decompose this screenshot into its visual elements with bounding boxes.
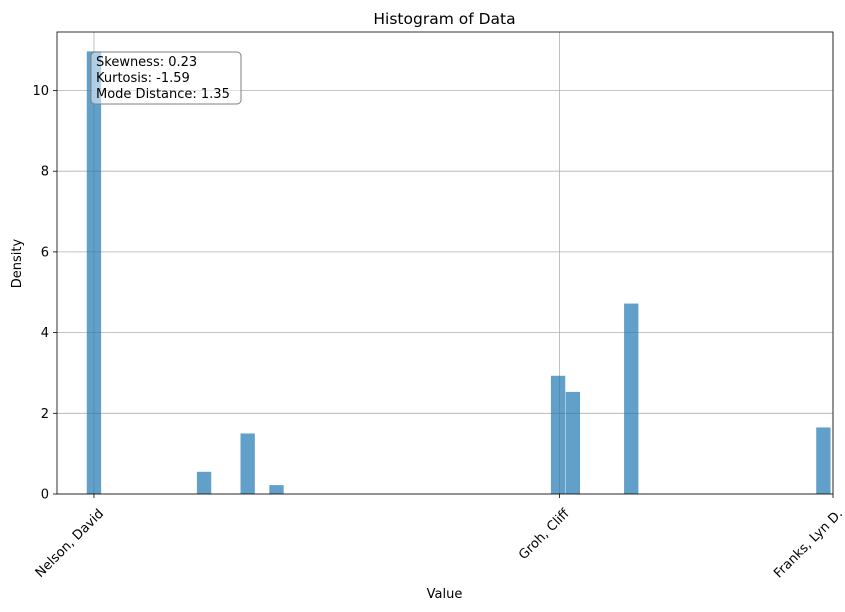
x-tick-label: Groh, Cliff — [516, 506, 573, 563]
x-axis-label: Value — [427, 587, 463, 602]
bars — [86, 51, 831, 495]
annotation-kurtosis: Kurtosis: -1.59 — [96, 71, 190, 86]
y-tick-label: 6 — [41, 245, 49, 260]
histogram-bar — [565, 391, 581, 494]
y-tick-label: 2 — [41, 407, 49, 422]
plot-frame — [56, 31, 834, 495]
y-tick-label: 8 — [41, 165, 49, 180]
x-tick-label: Franks, Lyn D. — [771, 506, 845, 581]
histogram-bar — [269, 485, 284, 494]
histogram-bar — [550, 375, 566, 494]
annotation-mode-distance: Mode Distance: 1.35 — [96, 87, 230, 102]
histogram-bar — [196, 471, 212, 494]
chart-title: Histogram of Data — [373, 10, 515, 28]
y-tick-label: 0 — [41, 488, 49, 503]
y-tick-label: 4 — [41, 326, 49, 341]
histogram-bar — [624, 303, 639, 494]
y-axis-label: Density — [10, 238, 25, 288]
axes-frame — [56, 31, 834, 495]
stats-annotation: Skewness: 0.23 Kurtosis: -1.59 Mode Dist… — [90, 51, 242, 105]
x-tick-label: Nelson, David — [33, 506, 107, 580]
x-ticks: Nelson, David Groh, Cliff Franks, Lyn D. — [33, 494, 845, 581]
annotation-box — [90, 51, 242, 105]
annotation-skewness: Skewness: 0.23 — [96, 55, 197, 70]
histogram-bar — [240, 433, 255, 494]
y-tick-label: 10 — [32, 84, 49, 99]
histogram-bar — [86, 51, 102, 495]
histogram-bar — [816, 427, 831, 494]
y-ticks: 0 2 4 6 8 10 — [32, 84, 57, 503]
